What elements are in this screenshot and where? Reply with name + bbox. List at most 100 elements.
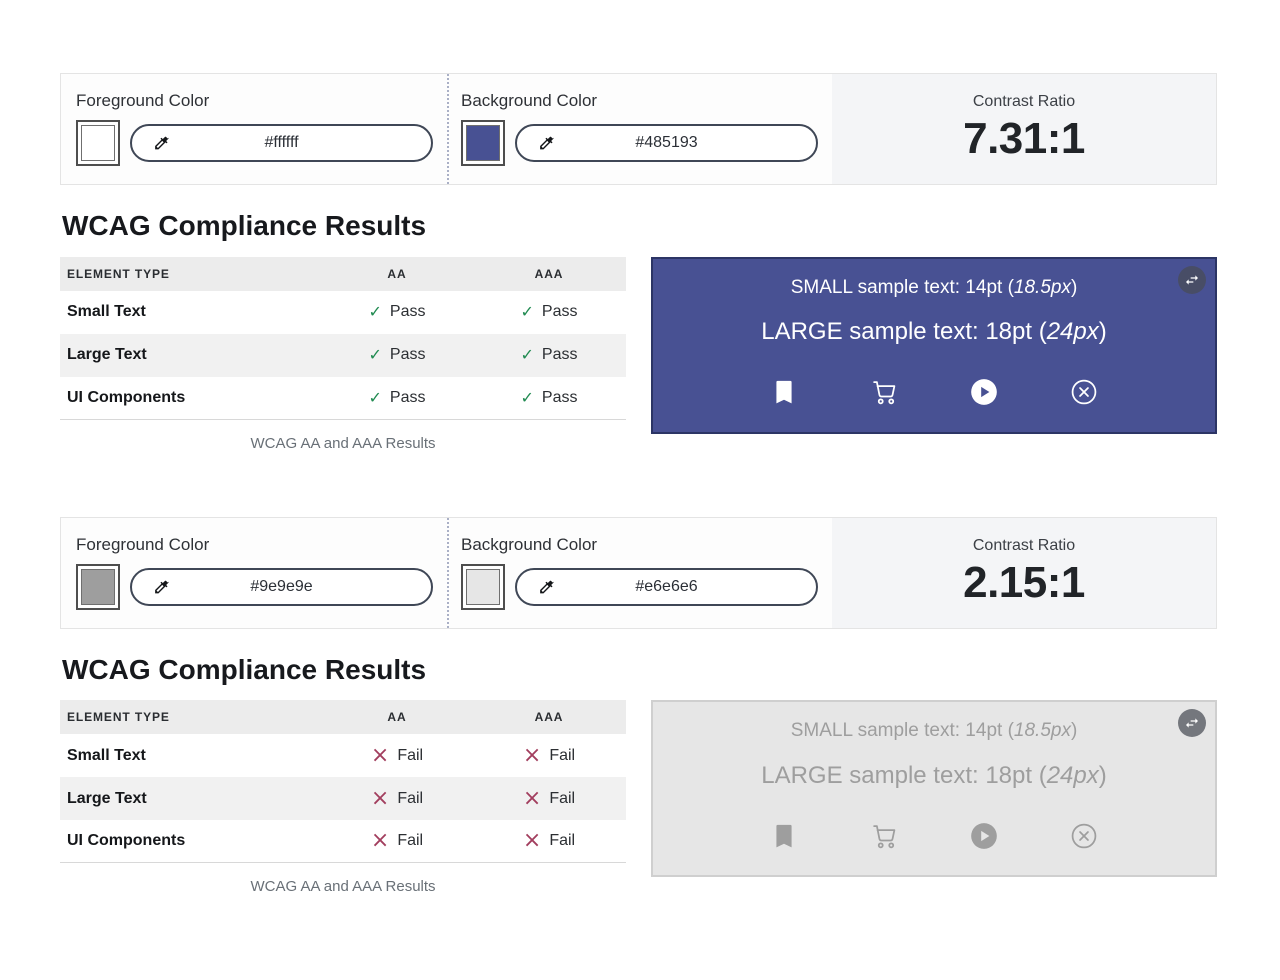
- result-label: Pass: [541, 388, 578, 406]
- table-header-row: ELEMENT TYPE AA AAA: [60, 700, 626, 735]
- swap-colors-button[interactable]: [1178, 265, 1206, 294]
- sample-text-px: 24px: [1046, 318, 1099, 346]
- color-input-panel: Foreground Color Background Color: [60, 516, 1217, 629]
- checker-section-2: Foreground Color Background Color: [60, 516, 1217, 895]
- aa-result-cell: Fail: [321, 830, 473, 852]
- contrast-ratio-box: Contrast Ratio 7.31:1: [832, 74, 1216, 184]
- sample-icon-row: [653, 822, 1215, 850]
- eyedropper-icon[interactable]: [153, 135, 170, 152]
- foreground-color-label: Foreground Color: [76, 91, 210, 110]
- result-label: Pass: [389, 346, 426, 364]
- pass-result: Pass: [521, 389, 578, 407]
- foreground-hex-input[interactable]: [132, 126, 431, 160]
- large-sample-text: LARGE sample text: 18pt (24px): [653, 316, 1215, 347]
- eyedropper-icon[interactable]: [538, 578, 555, 595]
- background-hex-field[interactable]: [515, 567, 818, 606]
- bookmark-icon: [770, 378, 798, 406]
- fail-result: Fail: [523, 830, 575, 852]
- large-sample-text: LARGE sample text: 18pt (24px): [653, 760, 1215, 791]
- aa-result-cell: Fail: [321, 745, 473, 767]
- sample-text: ): [1070, 720, 1078, 742]
- contrast-ratio-label: Contrast Ratio: [972, 536, 1076, 554]
- table-row: UI Components Pass Pass: [60, 377, 626, 420]
- aa-result-cell: Pass: [321, 389, 473, 407]
- check-icon: [521, 390, 534, 406]
- x-icon: [371, 788, 389, 810]
- pass-result: Pass: [369, 346, 426, 364]
- element-type-cell: Small Text: [67, 303, 146, 321]
- foreground-color-group: Foreground Color: [61, 518, 447, 628]
- background-color-swatch[interactable]: [461, 120, 505, 166]
- foreground-picker-row: [76, 563, 447, 610]
- aaa-result-cell: Pass: [473, 303, 625, 321]
- sample-text-px: 18.5px: [1013, 276, 1071, 298]
- sample-text: SMALL sample text: 14pt (: [790, 720, 1014, 742]
- fail-result: Fail: [371, 830, 423, 852]
- swap-horizontal-icon: [1184, 715, 1200, 731]
- color-input-panel: Foreground Color Background Color: [60, 73, 1217, 185]
- shopping-cart-icon: [870, 822, 898, 850]
- foreground-swatch-fill: [81, 125, 115, 161]
- element-type-cell: UI Components: [67, 832, 186, 850]
- result-label: Pass: [389, 388, 426, 406]
- check-icon: [521, 347, 534, 363]
- foreground-hex-field[interactable]: [130, 567, 433, 606]
- foreground-hex-field[interactable]: [130, 124, 433, 162]
- table-row: Small Text Fail Fail: [60, 734, 626, 777]
- eyedropper-icon[interactable]: [538, 135, 555, 152]
- swap-colors-button[interactable]: [1178, 709, 1206, 738]
- foreground-hex-input[interactable]: [132, 569, 431, 604]
- small-sample-text: SMALL sample text: 14pt (18.5px): [653, 276, 1215, 301]
- x-icon: [371, 745, 389, 767]
- fail-result: Fail: [523, 745, 575, 767]
- sample-text-px: 18.5px: [1013, 720, 1071, 742]
- foreground-color-swatch[interactable]: [76, 120, 120, 166]
- element-type-cell: Large Text: [67, 789, 147, 807]
- swap-horizontal-icon: [1184, 272, 1200, 288]
- bookmark-icon: [770, 822, 798, 850]
- sample-text: LARGE sample text: 18pt (: [761, 761, 1047, 789]
- aaa-header: AAA: [534, 710, 564, 725]
- contrast-checker-page: Foreground Color Background Color: [60, 0, 1217, 895]
- table-row: Large Text Fail Fail: [60, 777, 626, 821]
- fail-result: Fail: [371, 788, 423, 810]
- background-picker-row: [461, 120, 832, 166]
- background-hex-field[interactable]: [515, 124, 818, 162]
- contrast-ratio-value: 2.15:1: [963, 557, 1085, 607]
- x-icon: [523, 788, 541, 810]
- close-circle-icon: [1070, 822, 1098, 850]
- background-hex-input[interactable]: [517, 569, 816, 604]
- check-icon: [521, 304, 534, 320]
- check-icon: [369, 390, 382, 406]
- pass-result: Pass: [369, 303, 426, 321]
- background-swatch-fill: [466, 568, 500, 605]
- results-table: ELEMENT TYPE AA AAA Small Text Fail Fail…: [60, 700, 626, 895]
- sample-text: LARGE sample text: 18pt (: [761, 318, 1047, 346]
- results-row: ELEMENT TYPE AA AAA Small Text Pass Pass…: [60, 256, 1217, 452]
- eyedropper-icon[interactable]: [153, 578, 170, 595]
- background-color-swatch[interactable]: [461, 563, 505, 610]
- fail-result: Fail: [523, 788, 575, 810]
- fail-result: Fail: [371, 745, 423, 767]
- aaa-result-cell: Fail: [473, 745, 625, 767]
- table-row: Large Text Pass Pass: [60, 333, 626, 377]
- x-icon: [371, 830, 389, 852]
- foreground-color-group: Foreground Color: [61, 74, 447, 184]
- background-hex-input[interactable]: [517, 126, 816, 160]
- result-label: Pass: [541, 303, 578, 321]
- element-type-header: ELEMENT TYPE: [67, 710, 170, 725]
- result-label: Fail: [549, 746, 576, 764]
- close-circle-icon: [1070, 378, 1098, 406]
- aa-result-cell: Pass: [321, 303, 473, 321]
- aa-result-cell: Fail: [321, 788, 473, 810]
- aaa-header: AAA: [534, 266, 564, 281]
- foreground-color-swatch[interactable]: [76, 563, 120, 610]
- aa-header: AA: [387, 710, 407, 725]
- table-header-row: ELEMENT TYPE AA AAA: [60, 256, 626, 291]
- element-type-cell: Large Text: [67, 346, 147, 364]
- sample-text: ): [1098, 761, 1107, 789]
- result-label: Fail: [397, 832, 424, 850]
- result-label: Fail: [397, 746, 424, 764]
- sample-icon-row: [653, 378, 1215, 406]
- results-row: ELEMENT TYPE AA AAA Small Text Fail Fail…: [60, 700, 1217, 895]
